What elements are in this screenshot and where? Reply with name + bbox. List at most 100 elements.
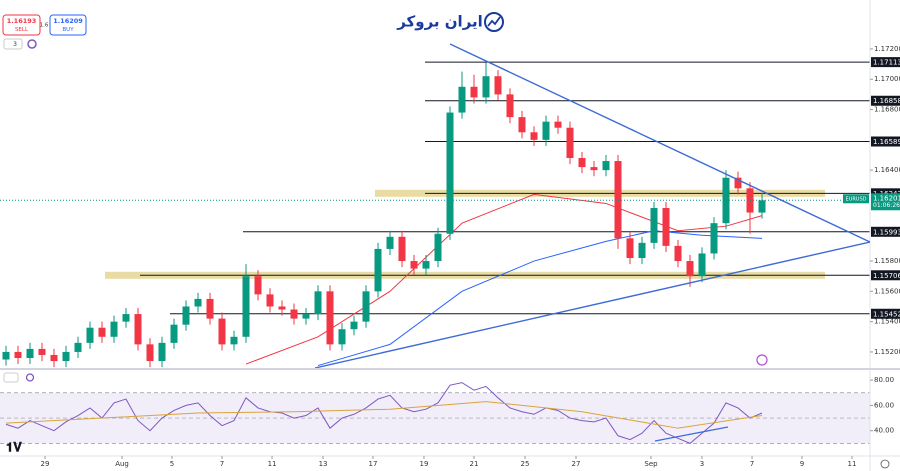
candle-body — [578, 158, 586, 168]
candle-body — [518, 117, 526, 133]
moving-average — [317, 230, 763, 367]
x-tick-label: 27 — [572, 460, 581, 468]
candle-body — [230, 336, 238, 345]
level-label: 1.16858 — [873, 97, 900, 105]
candle-body — [290, 309, 298, 319]
x-tick-label: 7 — [220, 460, 224, 468]
y-tick-label: 80.00 — [874, 376, 894, 384]
indicator-toggle[interactable] — [3, 38, 23, 50]
y-tick-label: 60.00 — [874, 401, 894, 409]
candle-body — [50, 354, 58, 362]
tv-logo: 𝟏𝐕 — [6, 441, 22, 456]
candle-body — [86, 327, 94, 343]
y-tick-label: 1.17000 — [874, 75, 900, 83]
candle-body — [566, 127, 574, 159]
countdown: 01:06:26 — [873, 202, 900, 209]
y-tick-label: 1.15400 — [874, 318, 900, 326]
candle-body — [398, 236, 406, 262]
x-tick-label: 29 — [41, 460, 50, 468]
candle-body — [338, 329, 346, 345]
candle-body — [146, 344, 154, 362]
candle-body — [590, 167, 598, 171]
candle-body — [182, 306, 190, 325]
candle-body — [638, 242, 646, 259]
candle-body — [14, 351, 22, 359]
settings-icon[interactable] — [880, 459, 890, 469]
event-icon[interactable] — [756, 354, 768, 366]
candle-body — [626, 238, 634, 259]
level-label-bg — [871, 308, 900, 319]
y-tick-label: 1.16800 — [874, 106, 900, 114]
y-tick-label: 1.16400 — [874, 166, 900, 174]
candle-body — [386, 236, 394, 249]
x-tick-label: 25 — [521, 460, 530, 468]
candle-body — [170, 324, 178, 343]
candle-body — [98, 327, 106, 337]
candle-body — [674, 245, 682, 262]
level-label: 1.17113 — [873, 59, 900, 67]
y-tick-label: 40.00 — [874, 427, 894, 435]
candle-body — [134, 314, 142, 345]
x-tick-label: 17 — [368, 460, 377, 468]
level-label: 1.16589 — [873, 138, 900, 146]
symbol-tag: EURUSD — [846, 196, 867, 202]
trend-lines — [314, 43, 870, 368]
spread: 1.6 — [40, 23, 49, 29]
candle-body — [446, 112, 454, 234]
level-label: 1.15706 — [873, 272, 900, 280]
y-tick-label: 1.15600 — [874, 287, 900, 295]
brand-icon-arrow — [487, 16, 501, 27]
candle-body — [458, 86, 466, 113]
candle-body — [122, 314, 130, 322]
candle-body — [62, 351, 70, 362]
x-tick-label: 11 — [268, 460, 277, 468]
candle-body — [434, 233, 442, 262]
x-tick-label: 13 — [319, 460, 328, 468]
candle-body — [686, 261, 694, 277]
x-tick-label: 21 — [470, 460, 479, 468]
candle-body — [734, 177, 742, 189]
candle-body — [218, 318, 226, 345]
candle-body — [158, 342, 166, 362]
x-tick-label: Sep — [644, 460, 658, 468]
brand-logo: ایران بروکر — [396, 13, 483, 31]
candle-body — [506, 94, 514, 118]
candle-body — [494, 76, 502, 95]
last-price-bg — [871, 193, 900, 211]
y-tick-label: 1.15200 — [874, 348, 900, 356]
candle-body — [110, 321, 118, 337]
sell-button[interactable] — [2, 14, 41, 36]
x-tick-label: 19 — [419, 460, 428, 468]
rsi-icon[interactable] — [25, 373, 35, 382]
candle-body — [254, 276, 262, 295]
last-price-label: 1.16201 — [873, 194, 900, 202]
x-tick-label: Aug — [115, 460, 129, 468]
indicator-count: 3 — [13, 41, 17, 48]
candle-body — [302, 314, 310, 319]
candle-body — [350, 321, 358, 330]
rsi-toggle[interactable] — [3, 372, 19, 383]
level-label-bg — [871, 95, 900, 106]
symbol-tag-bg — [843, 194, 869, 204]
brand-icon — [484, 12, 504, 32]
buy-button[interactable] — [49, 14, 87, 36]
candle-body — [206, 298, 214, 319]
buy-price: 1.16209 — [53, 17, 83, 25]
rsi-trend-line — [654, 426, 729, 442]
price-panel — [0, 61, 870, 368]
level-label: 1.15452 — [873, 310, 900, 318]
rsi-panel — [0, 382, 870, 444]
candle-body — [242, 276, 250, 337]
sell-price: 1.16193 — [7, 17, 37, 25]
x-tick-label: 11 — [848, 460, 857, 468]
candle-body — [698, 253, 706, 277]
indicator-icon[interactable] — [27, 39, 37, 49]
candle-body — [2, 351, 10, 360]
x-tick-label: 9 — [800, 460, 804, 468]
candle-body — [482, 76, 490, 98]
toolbar: 1.16193 SELL 1.6 1.16209 BUY 3 𝟏𝐕 — [2, 14, 768, 456]
candle-body — [374, 248, 382, 292]
level-label: 1.15993 — [873, 228, 900, 236]
